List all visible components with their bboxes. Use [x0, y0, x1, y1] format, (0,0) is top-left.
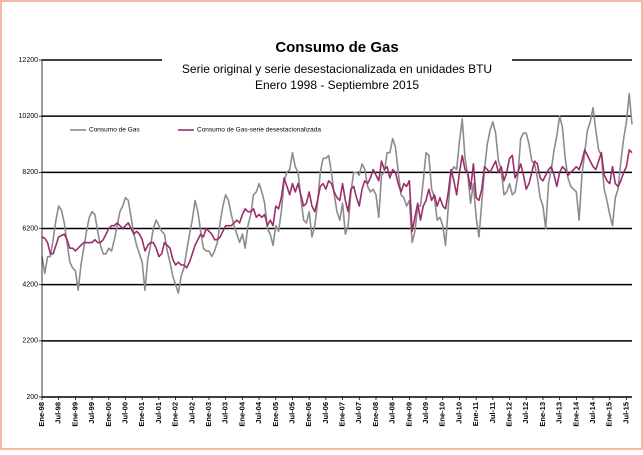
x-tick-label: Ene-99 [70, 402, 79, 427]
x-tick-label: Ene-04 [237, 401, 246, 426]
x-tick-label: Jul-13 [555, 402, 564, 424]
axes: 200 2200 4200 6200 8200 10200 12200 Ene-98 Jul-9… [19, 57, 632, 427]
x-tick-label: Jul-10 [454, 402, 463, 424]
y-tick-label: 4200 [22, 282, 38, 289]
x-tick-label: Ene-08 [371, 402, 380, 427]
x-tick-label: Jul-15 [621, 402, 630, 424]
y-tick-label: 8200 [22, 169, 38, 176]
x-tick-label: Jul-05 [287, 402, 296, 424]
x-tick-label: Ene-01 [137, 402, 146, 427]
x-tick-label: Ene-12 [505, 402, 514, 427]
x-tick-label: Ene-98 [37, 402, 46, 427]
y-tick-label: 200 [26, 394, 38, 401]
x-tick-label: Jul-01 [154, 402, 163, 424]
x-tick-label: Ene-02 [171, 402, 180, 427]
legend-label: Consumo de Gas [89, 127, 140, 134]
x-tick-label: Jul-07 [354, 402, 363, 424]
x-tick-label: Jul-00 [120, 402, 129, 424]
x-tick-label: Jul-04 [254, 401, 263, 424]
x-tick-label: Ene-10 [438, 402, 447, 427]
x-tick-label: Ene-03 [204, 402, 213, 427]
x-tick-label: Ene-09 [404, 402, 413, 427]
x-tick-label: Jul-11 [488, 402, 497, 423]
y-tick-label: 12200 [19, 57, 39, 64]
chart-title: Consumo de Gas [275, 39, 398, 56]
x-tick-label: Jul-99 [87, 402, 96, 424]
legend: Consumo de Gas Consumo de Gas-serie deses… [70, 127, 321, 134]
x-tick-label: Ene-05 [271, 402, 280, 427]
y-tick-label: 6200 [22, 225, 38, 232]
y-tick-label: 2200 [22, 338, 38, 345]
chart-subtitle: Enero 1998 - Septiembre 2015 [255, 78, 419, 92]
x-tick-label: Ene-13 [538, 402, 547, 427]
x-tick-label: Ene-07 [338, 402, 347, 427]
x-tick-label: Ene-15 [605, 402, 614, 427]
x-tick-label: Ene-14 [571, 401, 580, 426]
x-tick-label: Ene-11 [471, 402, 480, 426]
lines [41, 92, 633, 294]
legend-label: Consumo de Gas-serie desestacionalizada [197, 127, 321, 134]
x-tick-label: Jul-06 [321, 402, 330, 424]
x-tick-label: Jul-12 [521, 402, 530, 424]
x-tick-label: Ene-00 [104, 402, 113, 427]
series-line [41, 149, 633, 269]
x-tick-label: Jul-08 [388, 402, 397, 424]
x-tick-label: Jul-03 [221, 402, 230, 424]
x-tick-label: Jul-09 [421, 402, 430, 424]
x-tick-label: Jul-98 [54, 402, 63, 424]
chart-subtitle: Serie original y serie desestacionalizad… [182, 62, 492, 76]
x-tick-label: Ene-06 [304, 402, 313, 427]
x-tick-label: Jul-02 [187, 402, 196, 424]
y-tick-label: 10200 [19, 113, 39, 120]
x-tick-label: Jul-14 [588, 401, 597, 424]
title-box [162, 40, 512, 96]
